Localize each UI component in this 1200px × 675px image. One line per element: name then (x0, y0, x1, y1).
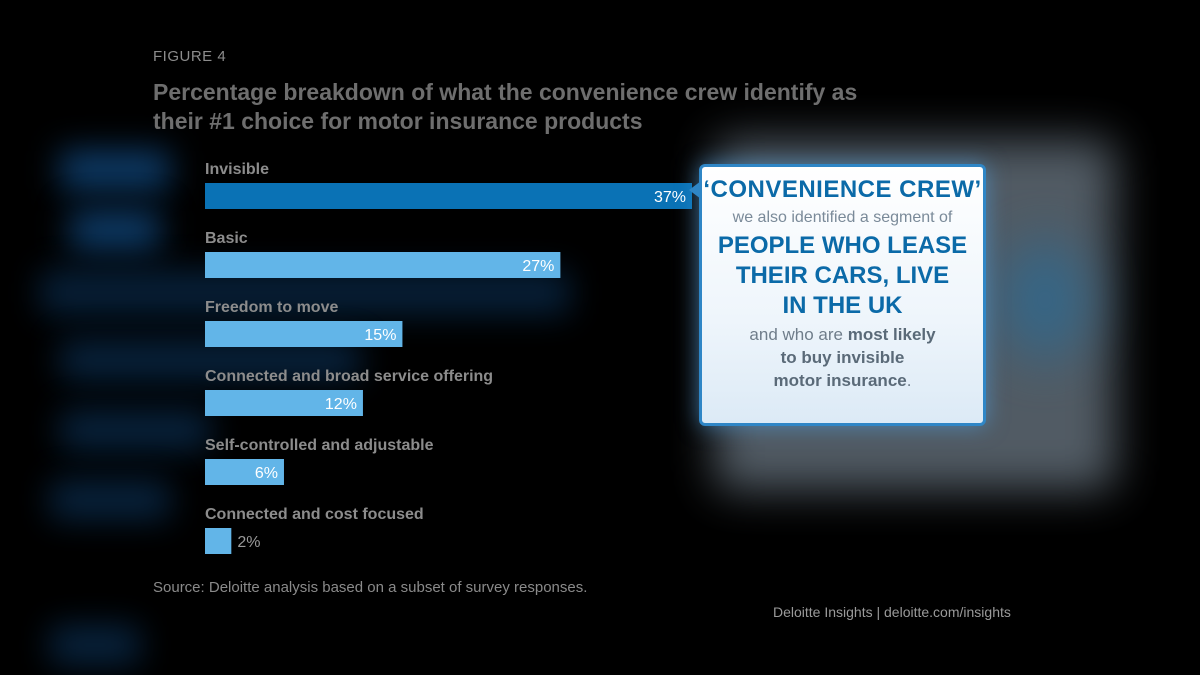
bg-blur-glow (1000, 240, 1090, 360)
bg-blur-bar (60, 410, 210, 450)
callout-body-text: . (906, 371, 912, 390)
callout-box: ‘CONVENIENCE CREW’ we also identified a … (689, 164, 986, 426)
chart-title: Percentage breakdown of what the conveni… (153, 79, 858, 134)
value-label: 2% (237, 534, 260, 551)
callout-pointer (689, 181, 701, 199)
category-label: Freedom to move (205, 299, 338, 316)
bg-blur-bar (70, 210, 160, 250)
callout-highlight: PEOPLE WHO LEASE THEIR CARS, LIVE IN THE… (702, 231, 983, 321)
value-label: 15% (364, 327, 396, 344)
bar (205, 459, 284, 485)
credit-line: Deloitte Insights | deloitte.com/insight… (773, 604, 1011, 620)
callout-highlight-line: IN THE UK (782, 292, 903, 319)
source-note: Source: Deloitte analysis based on a sub… (153, 579, 588, 596)
bg-blur-bar (60, 150, 170, 190)
bar (205, 390, 363, 416)
callout-body-bold: to buy invisible (780, 348, 905, 367)
callout-body-bold: motor insurance (773, 371, 907, 390)
value-label: 6% (255, 465, 278, 482)
value-label: 27% (522, 258, 554, 275)
callout-body: and who are most likely to buy invisible… (702, 323, 983, 392)
callout-body-bold: most likely (847, 325, 936, 344)
category-label: Basic (205, 230, 248, 247)
bar (205, 252, 561, 278)
callout-subtext: we also identified a segment of (732, 209, 953, 226)
callout-highlight-line: PEOPLE WHO LEASE (717, 232, 968, 259)
value-label: 37% (654, 189, 686, 206)
bg-blur-bar (50, 625, 140, 665)
bar (205, 528, 232, 554)
callout-heading: ‘CONVENIENCE CREW’ (703, 176, 982, 203)
bg-blur-bar (50, 480, 170, 520)
category-label: Connected and broad service offering (205, 368, 493, 385)
bar (205, 183, 692, 209)
category-label: Connected and cost focused (205, 506, 424, 523)
value-label: 12% (325, 396, 357, 413)
category-label: Invisible (205, 161, 269, 178)
callout-body-text: and who are (749, 325, 843, 344)
callout-highlight-line: THEIR CARS, LIVE (735, 262, 950, 289)
category-label: Self-controlled and adjustable (205, 437, 434, 454)
bar (205, 321, 403, 347)
figure-label: FIGURE 4 (153, 48, 227, 65)
